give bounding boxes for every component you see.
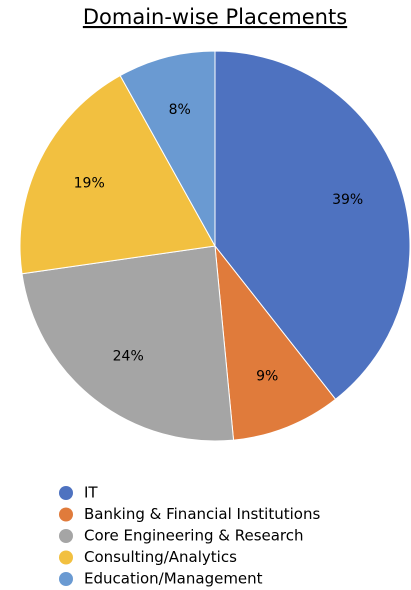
pie-slice <box>119 50 216 248</box>
legend-marker <box>59 572 73 586</box>
pie-slice <box>214 50 411 400</box>
chart-title: Domain-wise Placements <box>83 5 347 29</box>
legend-label: Core Engineering & Research <box>84 527 304 545</box>
data-label: 39% <box>332 192 363 208</box>
pie-slice <box>19 74 216 275</box>
legend-label: Consulting/Analytics <box>84 548 237 566</box>
data-label: 19% <box>74 176 105 192</box>
data-label: 24% <box>113 348 144 364</box>
data-label: 8% <box>169 102 191 118</box>
data-label: 9% <box>256 368 278 384</box>
legend-label: IT <box>84 484 98 502</box>
legend-label: Education/Management <box>84 570 263 588</box>
legend-marker <box>59 486 73 500</box>
legend-marker <box>59 529 73 543</box>
pie-slice <box>21 245 235 442</box>
legend-marker <box>59 507 73 522</box>
legend-marker <box>59 550 73 565</box>
pie-slice <box>214 244 337 441</box>
legend-label: Banking & Financial Institutions <box>84 505 320 523</box>
